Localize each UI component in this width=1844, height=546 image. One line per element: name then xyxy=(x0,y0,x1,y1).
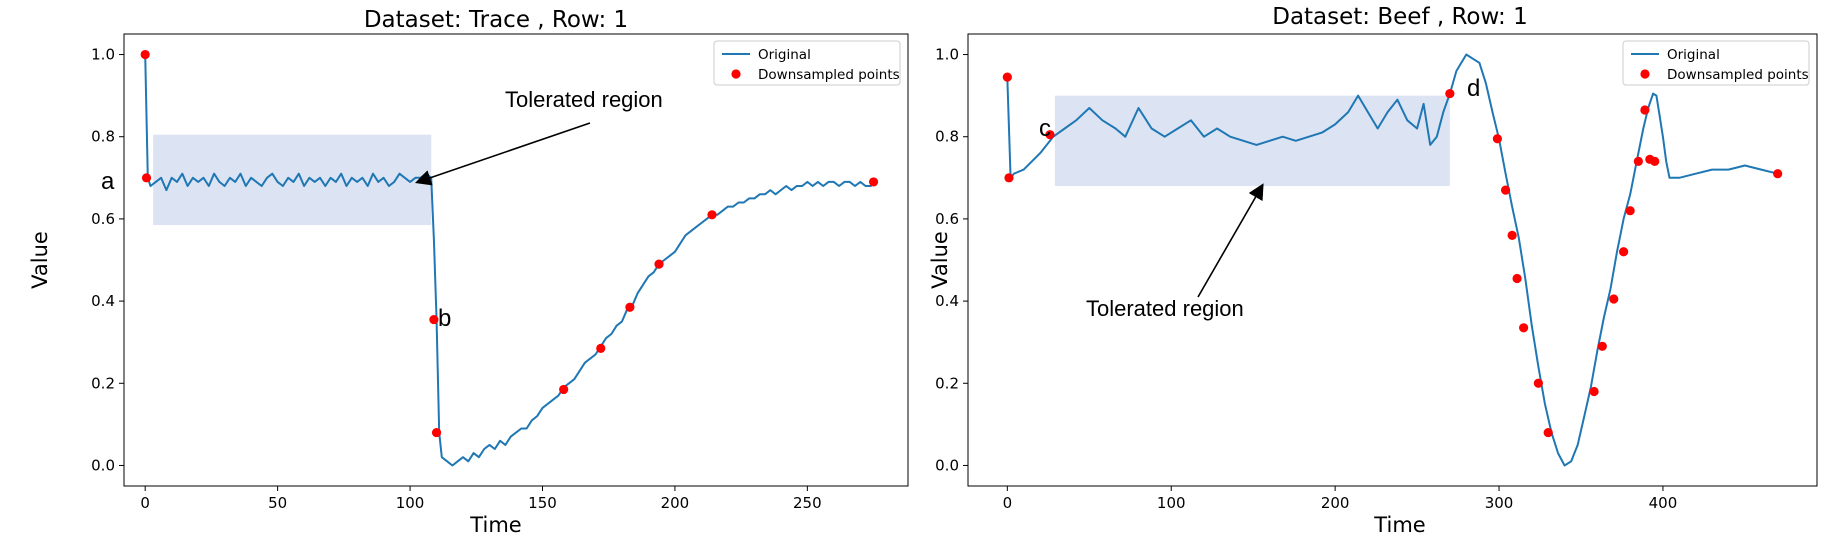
plot-frame xyxy=(967,33,1818,487)
y-tick-label: 0.2 xyxy=(91,374,115,392)
chart-panel-1: 0 50 100 150 200 250 0.0 0.2 0.4 0.6 0.8 1.0 Dataset… xyxy=(28,7,909,537)
downsampled-point xyxy=(429,314,439,325)
downsampled-point xyxy=(1609,294,1619,304)
downsampled-point xyxy=(140,49,150,60)
point-letter-label: a xyxy=(101,168,115,195)
downsampled-point xyxy=(1045,130,1055,140)
tolerated-region-arrow xyxy=(414,122,591,186)
y-tick-label: 0.4 xyxy=(935,292,959,310)
tolerated-region-label: Tolerated region xyxy=(1086,296,1244,321)
downsampled-point xyxy=(1512,273,1522,284)
downsampled-point xyxy=(625,302,635,312)
downsampled-point xyxy=(1589,386,1599,397)
x-tick-label: 0 xyxy=(140,494,150,512)
y-tick-label: 0.0 xyxy=(91,456,115,474)
downsampled-point xyxy=(707,210,717,220)
y-tick-label: 0.0 xyxy=(935,456,959,474)
x-axis-title: Time xyxy=(1373,513,1425,537)
downsampled-point xyxy=(1625,206,1635,216)
y-tick-label: 0.6 xyxy=(935,210,959,228)
legend-box xyxy=(1622,40,1810,86)
legend-point-swatch xyxy=(1640,69,1650,79)
y-tick-label: 0.2 xyxy=(935,374,959,392)
tolerated-region-label: Tolerated region xyxy=(505,87,663,112)
downsampled-point xyxy=(141,173,152,183)
downsampled-point xyxy=(1543,427,1553,438)
downsampled-point xyxy=(1507,230,1517,240)
y-tick-label: 0.8 xyxy=(91,128,115,146)
downsampled-point xyxy=(1445,88,1455,99)
downsampled-point xyxy=(1618,247,1629,257)
x-axis-title: Time xyxy=(469,513,521,537)
x-tick-label: 200 xyxy=(661,494,690,512)
x-tick-label: 150 xyxy=(528,494,557,512)
tolerated-region-box xyxy=(1054,95,1450,187)
downsampled-point xyxy=(1650,156,1660,166)
y-tick-label: 0.6 xyxy=(91,210,115,228)
x-tick-label: 0 xyxy=(1003,494,1013,512)
chart-title: Dataset: Trace , Row: 1 xyxy=(364,7,628,33)
legend-label-downsampled: Downsampled points xyxy=(758,67,900,83)
x-tick-label: 400 xyxy=(1649,494,1678,512)
legend-box xyxy=(713,40,901,86)
downsampled-point xyxy=(1533,378,1543,388)
downsampled-point xyxy=(1002,72,1012,82)
chart-title: Dataset: Beef , Row: 1 xyxy=(1272,4,1528,30)
point-letter-label: b xyxy=(438,305,451,332)
x-tick-label: 100 xyxy=(1157,494,1186,512)
downsampled-point xyxy=(1500,185,1511,195)
series-line-original xyxy=(144,54,875,467)
tolerated-region-arrow xyxy=(1197,183,1264,298)
y-tick-label: 1.0 xyxy=(91,46,115,64)
y-tick-label: 0.4 xyxy=(91,292,115,310)
x-tick-label: 300 xyxy=(1485,494,1514,512)
downsampled-point xyxy=(1773,169,1783,179)
downsampled-point xyxy=(654,259,664,269)
series-line-original xyxy=(1006,53,1778,467)
downsampled-point xyxy=(1633,156,1643,166)
y-axis-title: Value xyxy=(928,231,952,289)
downsampled-point xyxy=(559,384,569,395)
legend-label-original: Original xyxy=(1667,47,1720,63)
downsampled-point xyxy=(1640,105,1650,115)
plot-frame xyxy=(123,33,909,487)
x-tick-label: 250 xyxy=(793,494,822,512)
y-tick-label: 0.8 xyxy=(935,128,959,146)
downsampled-point xyxy=(596,343,606,353)
downsampled-point xyxy=(431,427,442,438)
downsampled-point xyxy=(1492,134,1502,144)
legend-label-original: Original xyxy=(758,47,811,63)
downsampled-point xyxy=(1597,341,1607,351)
point-letter-label: d xyxy=(1467,75,1480,102)
y-tick-label: 1.0 xyxy=(935,46,959,64)
point-letter-label: c xyxy=(1039,115,1051,142)
x-tick-label: 200 xyxy=(1321,494,1350,512)
downsampled-point xyxy=(1519,323,1529,333)
legend-label-downsampled: Downsampled points xyxy=(1667,67,1809,83)
chart-panel-2: 0 100 200 300 400 0.0 0.2 0.4 0.6 0.8 1.0 Dataset: … xyxy=(928,4,1818,537)
y-axis-title: Value xyxy=(28,231,52,289)
x-tick-label: 100 xyxy=(396,494,425,512)
x-tick-label: 50 xyxy=(268,494,287,512)
legend-point-swatch xyxy=(731,69,741,79)
downsampled-point xyxy=(1004,173,1014,183)
downsampled-point xyxy=(868,177,879,187)
